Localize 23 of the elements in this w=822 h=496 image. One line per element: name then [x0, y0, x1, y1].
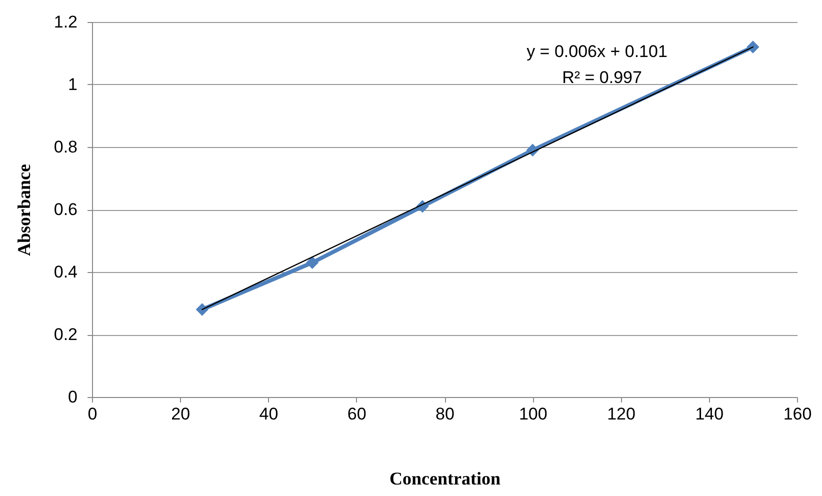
y-tick-label: 0.6	[54, 200, 78, 219]
point	[306, 256, 319, 269]
x-tick-label: 60	[347, 404, 366, 424]
y-axis-title: Absorbance	[14, 164, 34, 256]
y-tick-label: 0.2	[54, 325, 78, 344]
point	[196, 303, 208, 316]
annotation: y = 0.006x + 0.101	[526, 42, 668, 61]
x-tick-label: 20	[171, 404, 190, 424]
x-tick-label: 160	[783, 404, 812, 424]
y-tick-label: 0.8	[54, 138, 78, 156]
x-tick-label: 40	[259, 404, 278, 424]
y-tick-label: 1.2	[54, 12, 78, 32]
x-tick-label: 100	[518, 404, 548, 424]
point	[746, 40, 760, 54]
x-tick-label: 120	[607, 404, 636, 424]
y-tick-label: 0	[68, 388, 78, 406]
annotation: R² = 0.997	[562, 68, 642, 87]
x-tick-label: 80	[436, 404, 454, 424]
x-tick-label: 0	[88, 404, 98, 424]
y-tick-label: 1	[68, 75, 78, 94]
x-tick-label: 140	[695, 404, 724, 424]
x-axis-title: Concentration	[390, 468, 500, 488]
y-tick-label: 0.4	[54, 262, 78, 282]
